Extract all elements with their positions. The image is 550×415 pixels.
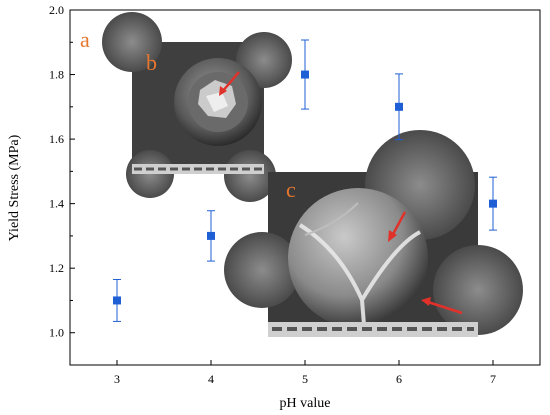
- x-tick-label: 5: [302, 372, 308, 386]
- panel-label-c: c: [286, 177, 296, 202]
- sem-inset-c: c: [224, 130, 523, 337]
- y-tick-label: 1.8: [49, 68, 64, 82]
- y-tick-label: 1.6: [49, 132, 64, 146]
- data-point: [489, 199, 497, 208]
- data-point: [395, 102, 403, 111]
- data-point: [113, 296, 121, 305]
- x-tick-label: 4: [208, 372, 214, 386]
- x-axis-label: pH value: [280, 396, 331, 411]
- data-point: [207, 231, 215, 240]
- x-tick-label: 7: [490, 372, 496, 386]
- y-tick-label: 1.2: [49, 261, 64, 275]
- y-tick-label: 2.0: [49, 3, 64, 17]
- y-axis: 1.0 1.2 1.4 1.6 1.8 2.0: [49, 3, 75, 340]
- data-point: [301, 70, 309, 79]
- y-axis-label: Yield Stress (MPa): [7, 134, 22, 241]
- panel-label-a: a: [80, 27, 90, 52]
- data-series: [113, 39, 497, 322]
- y-tick-label: 1.4: [49, 197, 64, 211]
- x-axis: 3 4 5 6 7: [114, 360, 496, 386]
- x-tick-label: 3: [114, 372, 120, 386]
- panel-label-b: b: [146, 50, 157, 75]
- y-tick-label: 1.0: [49, 326, 64, 340]
- sem-inset-b: b: [102, 12, 292, 202]
- x-tick-label: 6: [396, 372, 402, 386]
